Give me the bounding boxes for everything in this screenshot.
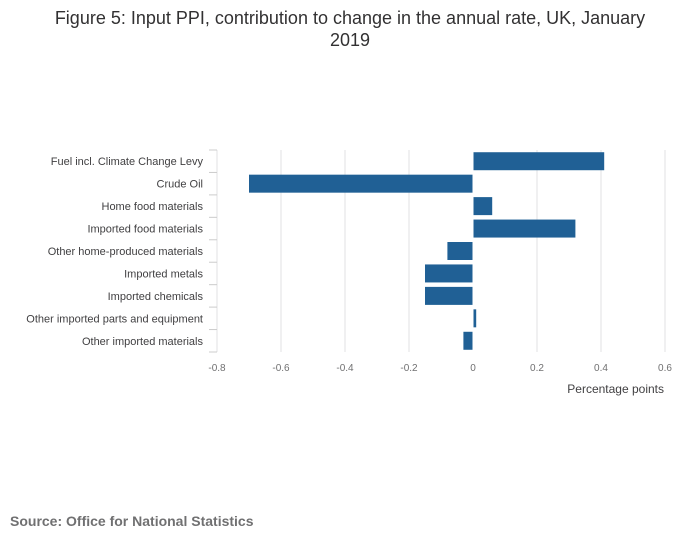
x-tick-label: -0.8 — [208, 363, 226, 374]
x-tick-label: 0.6 — [658, 363, 672, 374]
chart-title: Figure 5: Input PPI, contribution to cha… — [20, 7, 680, 51]
chart-title-line-2: 2019 — [329, 30, 371, 50]
bar-other-imported-parts-and-equipment[interactable] — [473, 309, 477, 328]
bar-home-food-materials[interactable] — [473, 197, 493, 216]
bar-other-imported-materials[interactable] — [463, 331, 473, 350]
x-tick-label: 0 — [470, 363, 476, 374]
source-note: Source: Office for National Statistics — [10, 513, 254, 529]
x-tick-labels: -0.8 -0.6 -0.4 -0.2 0 0.2 0.4 0.6 — [208, 363, 672, 374]
category-label: Imported chemicals — [108, 291, 204, 303]
x-tick-label: -0.2 — [400, 363, 418, 374]
x-axis-title: Percentage points — [567, 382, 664, 396]
category-label: Imported metals — [124, 268, 203, 280]
bar-imported-metals[interactable] — [425, 264, 473, 283]
bar-other-home-produced-materials[interactable] — [447, 242, 473, 260]
category-labels: Fuel incl. Climate Change Levy Crude Oil H… — [26, 156, 203, 348]
bar-crude-oil[interactable] — [249, 174, 473, 193]
x-tick-label: -0.4 — [336, 363, 354, 374]
bar-imported-chemicals[interactable] — [425, 286, 473, 305]
x-tick-label: 0.2 — [530, 363, 544, 374]
category-label: Fuel incl. Climate Change Levy — [51, 156, 204, 168]
chart-title-line-1: Figure 5: Input PPI, contribution to cha… — [54, 8, 646, 28]
category-label: Imported food materials — [87, 224, 203, 236]
bar-fuel-incl-climate-change-levy[interactable] — [473, 152, 605, 171]
x-tick-label: 0.4 — [594, 363, 608, 374]
category-label: Other imported materials — [82, 336, 204, 348]
category-label: Other imported parts and equipment — [26, 313, 203, 325]
bar-imported-food-materials[interactable] — [473, 219, 576, 238]
x-tick-label: -0.6 — [272, 363, 290, 374]
category-label: Home food materials — [102, 201, 204, 213]
bars — [249, 150, 605, 352]
y-axis-ticks — [209, 149, 217, 353]
category-label: Other home-produced materials — [48, 246, 204, 258]
category-label: Crude Oil — [157, 179, 203, 191]
